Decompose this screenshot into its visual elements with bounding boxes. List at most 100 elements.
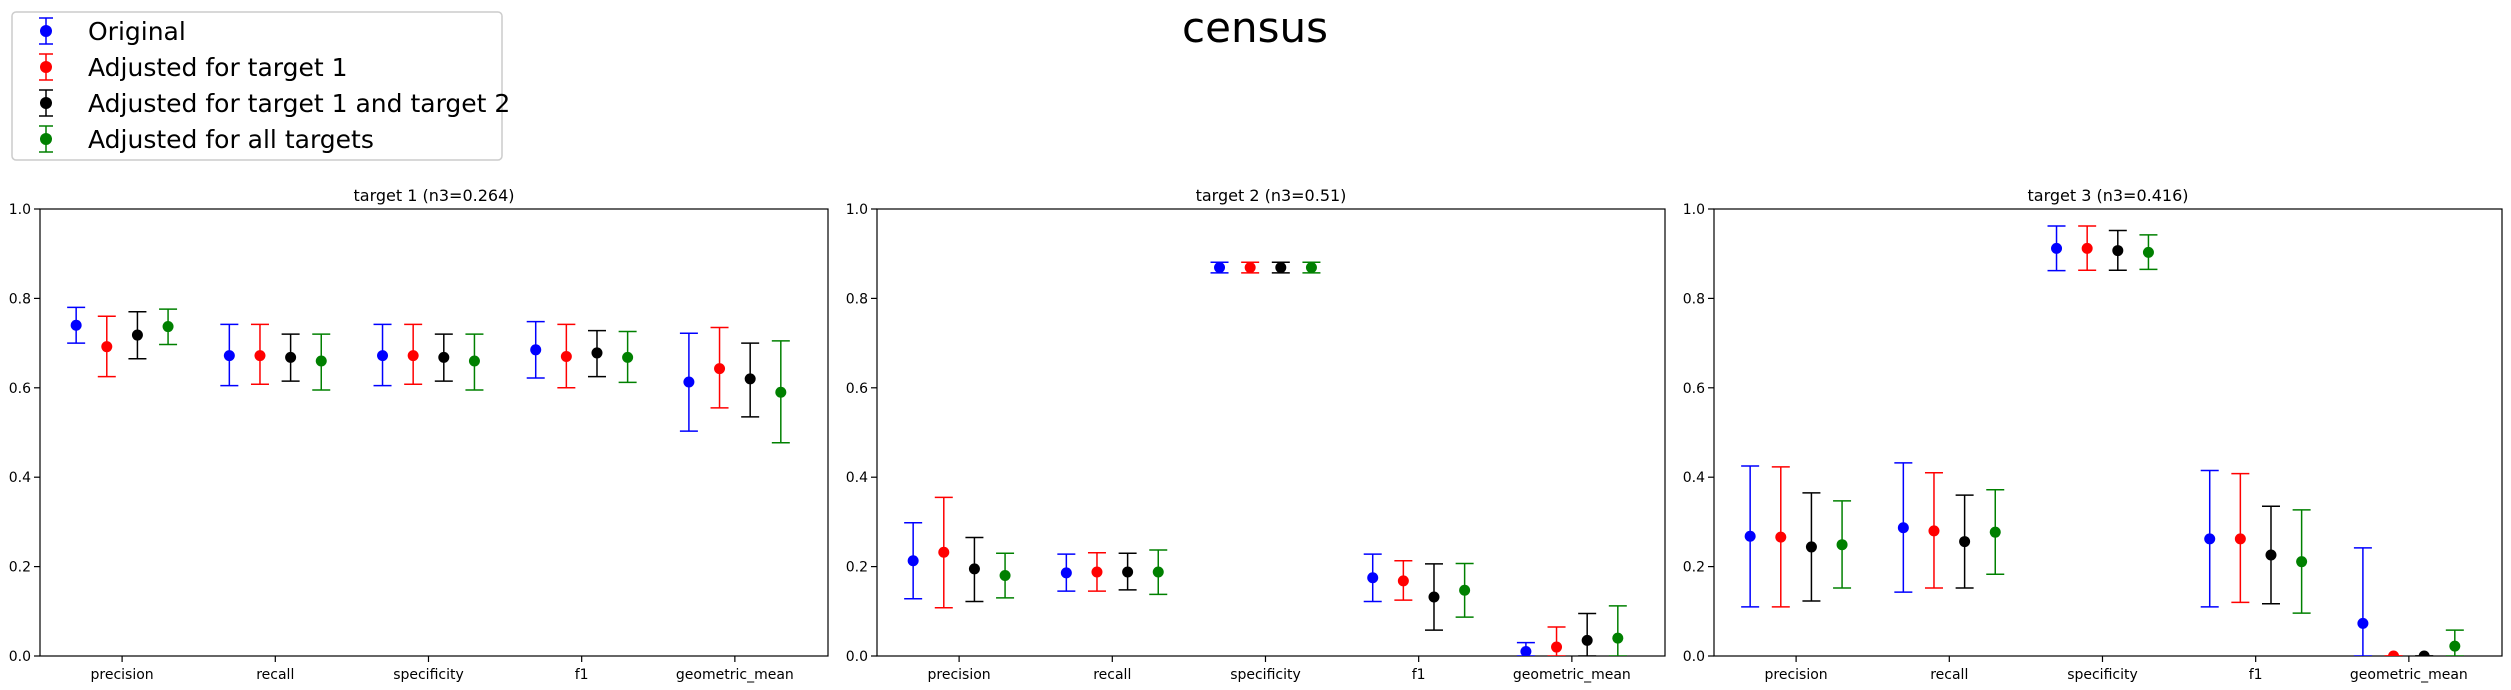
- data-point: [250, 323, 269, 385]
- point-marker: [2204, 533, 2216, 545]
- x-tick-label: recall: [256, 667, 294, 683]
- data-point: [2261, 505, 2280, 605]
- point-marker: [1520, 646, 1532, 656]
- subplot-title: target 3 (n3=0.416): [2027, 186, 2188, 205]
- y-tick-label: 1.0: [846, 202, 868, 218]
- data-point: [1547, 626, 1566, 656]
- data-point: [741, 342, 760, 418]
- point-marker: [1122, 566, 1134, 578]
- y-tick-label: 1.0: [9, 202, 31, 218]
- legend: Original Adjusted for target 1 Adjusted fo…: [11, 11, 510, 161]
- point-marker: [1612, 632, 1624, 644]
- x-tick-label: recall: [1093, 667, 1131, 683]
- point-marker: [162, 321, 174, 333]
- data-point: [1608, 605, 1627, 656]
- point-marker: [2112, 245, 2124, 257]
- data-point: [1833, 500, 1852, 589]
- legend-marker: [40, 61, 52, 73]
- x-tick-label: specificity: [393, 667, 464, 683]
- subplot-title: target 2 (n3=0.51): [1196, 186, 1347, 205]
- data-point: [128, 311, 147, 360]
- data-point: [2139, 234, 2158, 271]
- subplot: target 1 (n3=0.264) 0.0 0.2 0.4 0.6 0.8 1.0 pre…: [9, 186, 829, 683]
- data-point: [404, 323, 423, 385]
- point-marker: [438, 351, 450, 363]
- data-point: [159, 308, 178, 346]
- legend-frame: [11, 11, 503, 161]
- data-point: [1271, 261, 1290, 274]
- x-tick-label: f1: [1412, 667, 1426, 683]
- figure-suptitle: census: [1182, 3, 1328, 52]
- y-tick-label: 0.6: [846, 381, 868, 397]
- point-marker: [407, 350, 419, 362]
- data-point: [618, 330, 637, 384]
- data-point: [587, 329, 606, 378]
- data-point: [1363, 553, 1382, 603]
- data-point: [1149, 549, 1168, 596]
- y-tick-label: 0.4: [846, 470, 868, 486]
- data-point: [1802, 492, 1821, 602]
- point-marker: [1244, 262, 1256, 274]
- point-marker: [2388, 650, 2400, 656]
- data-point: [934, 496, 953, 609]
- data-point: [1118, 552, 1137, 591]
- point-marker: [622, 351, 634, 363]
- point-marker: [938, 546, 950, 558]
- point-marker: [560, 351, 572, 363]
- point-marker: [1428, 591, 1440, 603]
- data-point: [2292, 509, 2311, 614]
- data-point: [557, 323, 576, 389]
- point-marker: [591, 347, 603, 359]
- point-marker: [315, 355, 327, 367]
- x-tick-label: geometric_mean: [1513, 667, 1631, 683]
- point-marker: [1744, 530, 1756, 542]
- y-tick-label: 0.8: [1683, 291, 1705, 307]
- point-marker: [377, 350, 389, 362]
- point-marker: [2265, 549, 2277, 561]
- data-point: [1424, 563, 1443, 631]
- legend-marker: [40, 25, 52, 37]
- x-tick-label: geometric_mean: [676, 667, 794, 683]
- point-marker: [744, 373, 756, 385]
- y-tick-label: 0.6: [1683, 381, 1705, 397]
- data-point: [2200, 469, 2219, 608]
- data-point: [526, 320, 545, 379]
- data-point: [2047, 225, 2066, 272]
- y-tick-label: 0.4: [9, 470, 31, 486]
- data-point: [996, 552, 1015, 599]
- data-point: [67, 306, 86, 344]
- data-point: [2445, 629, 2464, 656]
- point-marker: [131, 329, 143, 341]
- point-marker: [714, 363, 726, 375]
- data-point: [2108, 229, 2127, 271]
- point-marker: [1459, 584, 1471, 596]
- point-marker: [1775, 531, 1787, 543]
- data-point: [2415, 650, 2434, 656]
- data-point: [710, 326, 729, 409]
- point-marker: [254, 350, 266, 362]
- point-marker: [530, 344, 542, 356]
- data-point: [771, 340, 790, 444]
- data-point: [2353, 547, 2372, 656]
- data-point: [1057, 553, 1076, 592]
- data-point: [1302, 261, 1321, 274]
- data-point: [1210, 261, 1229, 274]
- y-tick-label: 0.2: [9, 560, 31, 576]
- legend-item: Adjusted for target 1: [39, 53, 348, 82]
- x-tick-label: specificity: [1230, 667, 1301, 683]
- y-tick-label: 0.2: [846, 560, 868, 576]
- data-point: [1894, 462, 1913, 593]
- point-marker: [968, 563, 980, 575]
- plot-area: [904, 261, 1627, 656]
- data-point: [965, 536, 984, 603]
- point-marker: [907, 555, 919, 567]
- point-marker: [2418, 650, 2430, 656]
- subplot-title: target 1 (n3=0.264): [353, 186, 514, 205]
- point-marker: [999, 570, 1011, 582]
- x-tick-label: geometric_mean: [2350, 667, 2468, 683]
- x-tick-label: f1: [575, 667, 589, 683]
- y-tick-label: 1.0: [1683, 202, 1705, 218]
- subplot: target 2 (n3=0.51) 0.0 0.2 0.4 0.6 0.8 1.0 prec…: [846, 186, 1666, 683]
- subplot: target 3 (n3=0.416) 0.0 0.2 0.4 0.6 0.8 1.0 pre…: [1683, 186, 2503, 683]
